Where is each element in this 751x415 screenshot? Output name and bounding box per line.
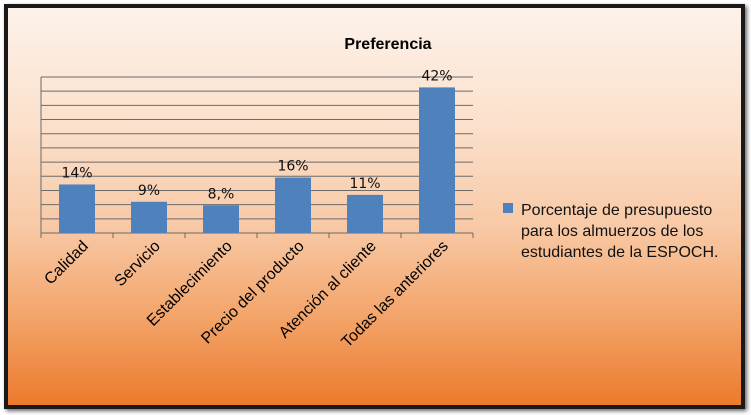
bar-5 <box>419 87 455 234</box>
data-label-2: 8,% <box>208 186 235 202</box>
bar-0 <box>59 184 95 233</box>
data-label-1: 9% <box>138 183 160 199</box>
x-tick-label-0: Calidad <box>41 238 91 288</box>
bar-1 <box>131 201 167 233</box>
data-label-3: 16% <box>277 159 308 175</box>
legend-swatch <box>503 203 513 213</box>
bars <box>59 87 455 234</box>
data-label-4: 11% <box>349 176 380 192</box>
data-label-5: 42% <box>421 68 452 84</box>
legend-label-line: estudiantes de la ESPOCH. <box>521 244 718 261</box>
bar-4 <box>347 194 383 233</box>
data-label-0: 14% <box>61 165 92 181</box>
legend: Porcentaje de presupuesto para los almuer… <box>503 202 718 261</box>
gridlines <box>40 76 474 238</box>
legend-label-line: para los almuerzos de los <box>521 223 703 240</box>
x-tick-label-1: Servicio <box>112 238 164 290</box>
chart-title: Preferencia <box>344 36 431 53</box>
bar-2 <box>203 205 239 233</box>
bar-3 <box>275 177 311 233</box>
data-labels: 14% 9% 8,% 16% 11% 42% <box>61 68 452 202</box>
legend-label-line: Porcentaje de presupuesto <box>521 202 712 219</box>
